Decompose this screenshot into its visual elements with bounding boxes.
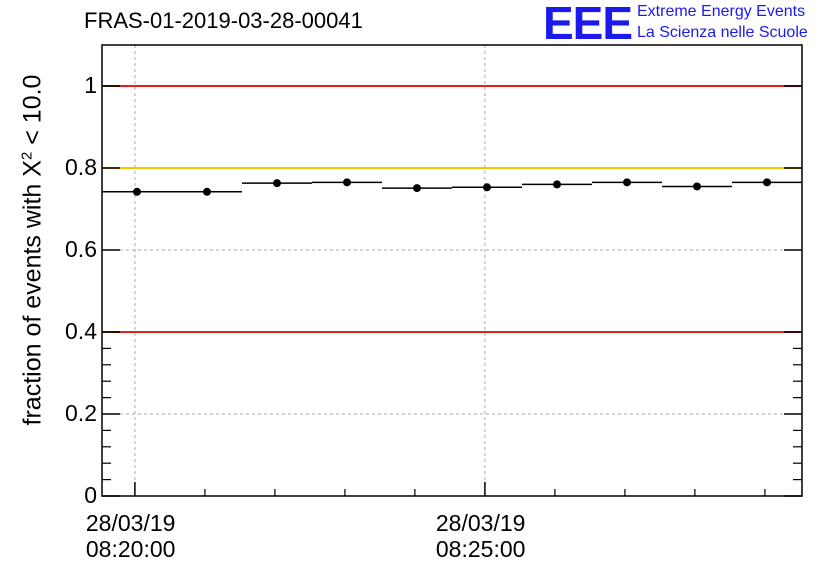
chi-symbol: X: [18, 160, 47, 177]
data-point-9: [763, 178, 771, 187]
x-tick-time-1: 08:25:00: [435, 536, 526, 562]
data-point-3: [343, 178, 351, 187]
data-point-6: [553, 180, 561, 189]
y-axis-label: fraction of events with X2 < 10.0: [18, 75, 47, 426]
y-tick-label-2: 0.4: [65, 318, 97, 344]
eee-logo: EEE: [543, 0, 633, 49]
y-axis-label-prefix: fraction of events with: [18, 176, 47, 426]
y-tick-label-4: 0.8: [65, 154, 97, 180]
data-point-0: [133, 187, 141, 196]
reference-lines: [102, 85, 802, 333]
y-tick-label-5: 1: [84, 72, 97, 98]
logo-tagline-1: Extreme Energy Events: [637, 3, 806, 20]
grid-lines: [102, 45, 802, 496]
y-axis-label-suffix: < 10.0: [18, 74, 47, 152]
data-point-4: [413, 184, 421, 193]
y-tick-label-1: 0.2: [65, 400, 97, 426]
axis-ticks: [102, 85, 802, 497]
data-point-8: [693, 182, 701, 191]
data-point-7: [623, 178, 631, 187]
x-tick-time-0: 08:20:00: [85, 536, 176, 562]
x-tick-label-1: 28/03/19 08:25:00: [436, 510, 526, 562]
plot-frame: [101, 44, 803, 497]
y-tick-label-0: 0: [84, 482, 97, 508]
data-point-5: [483, 183, 491, 192]
logo-tagline-2: La Scienza nelle Scuole: [637, 24, 808, 41]
x-tick-date-0: 28/03/19: [85, 510, 176, 536]
data-series: [102, 178, 802, 196]
x-tick-label-0: 28/03/19 08:20:00: [86, 510, 176, 562]
data-point-2: [273, 179, 281, 188]
y-tick-label-3: 0.6: [65, 236, 97, 262]
data-point-1: [203, 187, 211, 196]
chi-exponent: 2: [18, 151, 36, 161]
chart-title: FRAS-01-2019-03-28-00041: [84, 8, 363, 33]
x-tick-date-1: 28/03/19: [435, 510, 526, 536]
